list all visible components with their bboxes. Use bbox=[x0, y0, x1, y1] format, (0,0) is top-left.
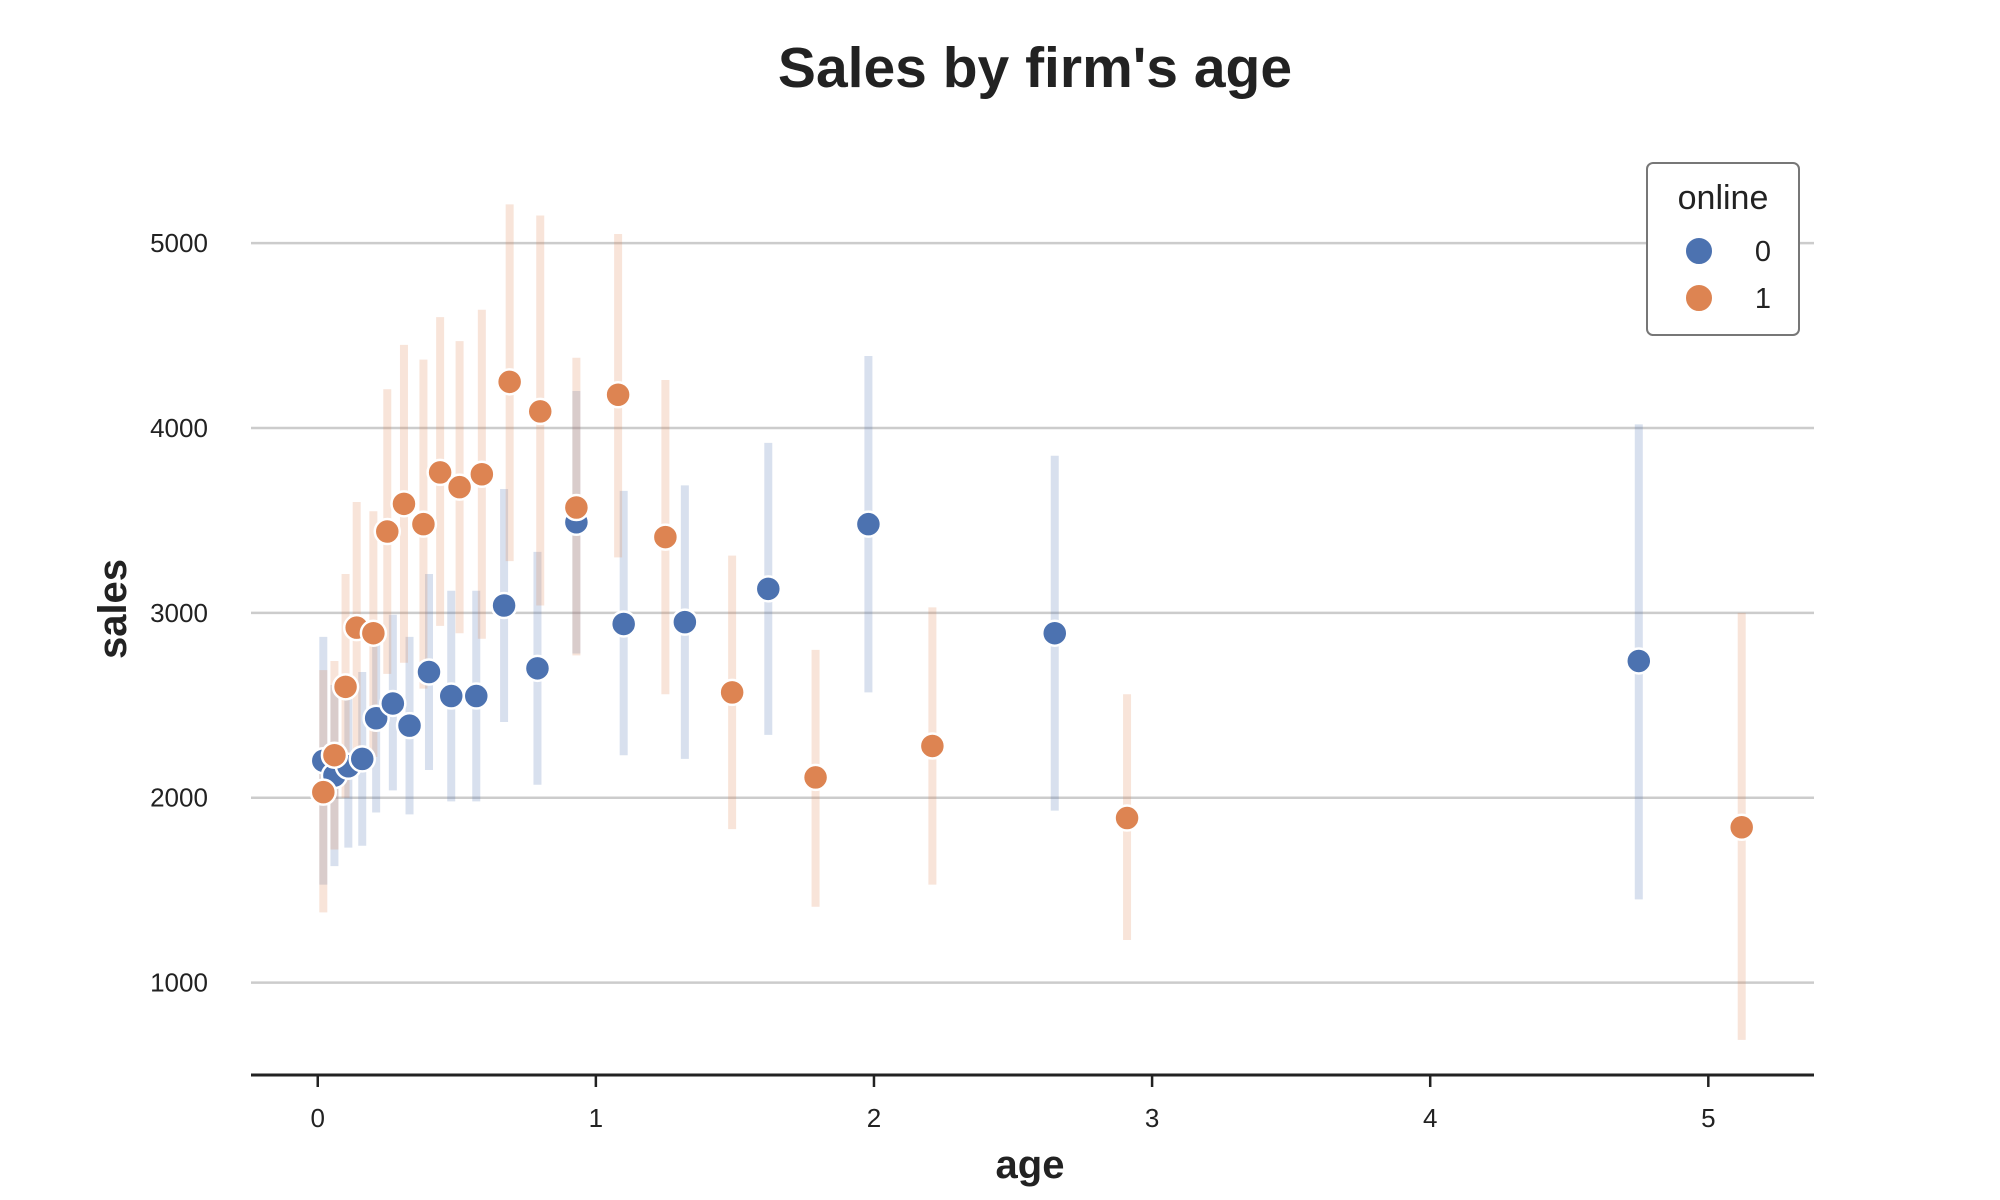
x-tick-label: 2 bbox=[867, 1103, 881, 1133]
point-online-1 bbox=[468, 460, 496, 488]
point-online-1 bbox=[373, 517, 402, 546]
chart-title: Sales by firm's age bbox=[778, 36, 1292, 100]
point-online-0 bbox=[437, 682, 465, 710]
point-online-1 bbox=[526, 397, 554, 426]
y-tick-label: 3000 bbox=[150, 598, 208, 628]
point-online-1 bbox=[445, 473, 474, 501]
data-points bbox=[309, 368, 1756, 842]
legend-marker-online-0 bbox=[1684, 236, 1714, 266]
point-online-0 bbox=[1040, 619, 1069, 647]
y-axis-label: sales bbox=[91, 559, 135, 659]
y-tick-label: 5000 bbox=[150, 228, 208, 258]
legend-title: online bbox=[1678, 179, 1769, 217]
point-online-1 bbox=[604, 381, 632, 409]
legend-frame bbox=[1646, 162, 1800, 336]
x-tick-label: 0 bbox=[311, 1103, 325, 1133]
point-online-1 bbox=[651, 523, 680, 551]
y-tick-label: 1000 bbox=[150, 968, 208, 998]
error-bars bbox=[319, 204, 1746, 1040]
x-tick-label: 1 bbox=[589, 1103, 603, 1133]
point-online-0 bbox=[462, 682, 491, 710]
legend-label-online-0: 0 bbox=[1755, 236, 1771, 268]
point-online-1 bbox=[1113, 804, 1141, 832]
y-tick-label: 2000 bbox=[150, 783, 208, 813]
point-online-0 bbox=[609, 610, 638, 638]
point-online-1 bbox=[562, 493, 591, 522]
point-online-1 bbox=[309, 778, 338, 806]
point-online-1 bbox=[801, 763, 830, 792]
x-tick-label: 3 bbox=[1145, 1103, 1159, 1133]
point-online-0 bbox=[854, 510, 883, 538]
point-online-1 bbox=[495, 368, 524, 396]
axes: 1000 2000 3000 4000 5000 0 1 2 3 4 5 bbox=[150, 228, 1814, 1133]
x-tick-label: 4 bbox=[1423, 1103, 1437, 1133]
point-online-0 bbox=[754, 575, 783, 603]
point-online-0 bbox=[490, 591, 518, 620]
point-online-1 bbox=[331, 673, 360, 701]
point-online-1 bbox=[359, 619, 388, 647]
x-tick-label: 5 bbox=[1701, 1103, 1715, 1133]
point-online-0 bbox=[415, 658, 443, 686]
point-online-0 bbox=[671, 608, 699, 636]
point-online-0 bbox=[523, 654, 552, 683]
point-online-1 bbox=[718, 678, 746, 707]
point-online-1 bbox=[409, 510, 438, 538]
point-online-0 bbox=[1625, 647, 1653, 675]
point-online-1 bbox=[918, 732, 947, 760]
point-online-0 bbox=[395, 711, 424, 740]
point-online-1 bbox=[1727, 813, 1756, 842]
legend: online 0 1 bbox=[1646, 162, 1800, 336]
point-online-1 bbox=[426, 458, 454, 487]
point-online-1 bbox=[390, 490, 418, 518]
point-online-1 bbox=[320, 741, 349, 769]
legend-marker-online-1 bbox=[1684, 283, 1714, 313]
point-online-0 bbox=[348, 745, 376, 773]
y-tick-label: 4000 bbox=[150, 413, 208, 443]
x-axis-label: age bbox=[996, 1143, 1065, 1187]
point-online-0 bbox=[379, 689, 407, 718]
legend-label-online-1: 1 bbox=[1755, 283, 1771, 315]
